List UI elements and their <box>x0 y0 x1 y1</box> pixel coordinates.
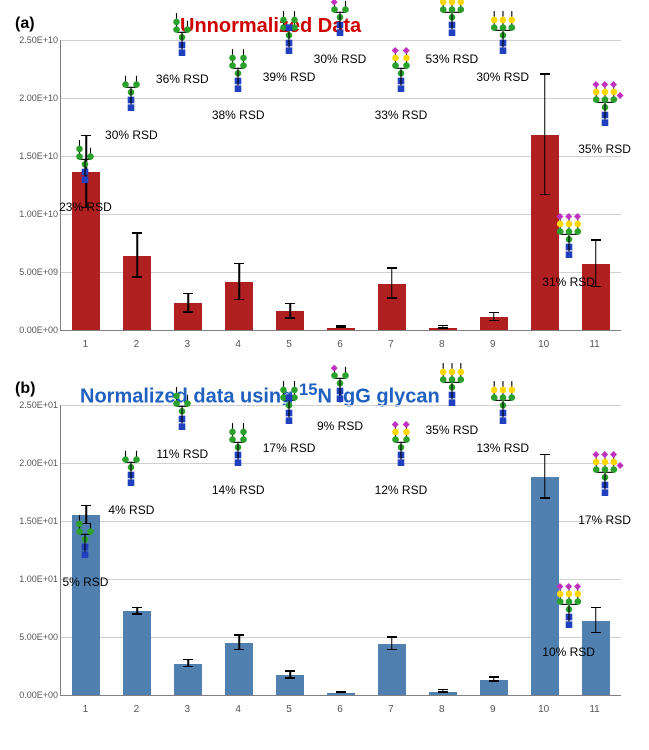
glycan-structure <box>390 37 412 92</box>
rsd-label: 36% RSD <box>156 72 209 86</box>
rsd-label: 23% RSD <box>59 200 112 214</box>
glycan-structure <box>590 441 620 496</box>
y-tick: 2.00E+10 <box>19 93 58 103</box>
rsd-label: 17% RSD <box>578 513 631 527</box>
panel-label: (b) <box>15 380 35 398</box>
x-tick: 4 <box>235 339 241 350</box>
chart-area <box>60 40 621 331</box>
glycan-structure <box>437 0 467 36</box>
glycan-structure <box>120 431 142 486</box>
bar <box>225 643 253 695</box>
x-tick: 7 <box>388 339 394 350</box>
x-tick: 8 <box>439 339 445 350</box>
glycan-structure <box>554 573 584 628</box>
chart-area <box>60 405 621 696</box>
rsd-label: 39% RSD <box>263 70 316 84</box>
rsd-label: 11% RSD <box>156 447 208 461</box>
rsd-label: 35% RSD <box>578 142 631 156</box>
rsd-label: 33% RSD <box>375 108 428 122</box>
glycan-structure <box>278 369 300 424</box>
x-tick: 5 <box>286 339 292 350</box>
rsd-label: 38% RSD <box>212 108 265 122</box>
x-tick: 3 <box>184 704 190 715</box>
glycan-structure <box>329 347 351 402</box>
bar <box>123 611 151 695</box>
panel-a: (a)Unnormalized Data0.00E+005.00E+091.00… <box>10 10 630 365</box>
x-tick: 7 <box>388 704 394 715</box>
x-tick: 8 <box>439 704 445 715</box>
glycan-structure <box>120 56 142 111</box>
y-tick: 2.50E+10 <box>19 35 58 45</box>
rsd-label: 17% RSD <box>263 441 316 455</box>
x-tick: 6 <box>337 704 343 715</box>
rsd-label: 30% RSD <box>105 128 158 142</box>
y-tick: 2.00E+01 <box>19 458 58 468</box>
y-tick: 1.50E+01 <box>19 516 58 526</box>
rsd-label: 5% RSD <box>62 575 108 589</box>
bar <box>378 644 406 695</box>
y-tick: 5.00E+00 <box>19 632 58 642</box>
panel-b: (b)Normalized data using 15N IgG glycan0… <box>10 375 630 730</box>
bar <box>174 664 202 695</box>
x-tick: 3 <box>184 339 190 350</box>
glycan-structure <box>554 203 584 258</box>
glycan-structure <box>74 128 96 183</box>
y-tick: 0.00E+00 <box>19 690 58 700</box>
x-tick: 9 <box>490 704 496 715</box>
y-tick: 5.00E+09 <box>19 267 58 277</box>
y-tick: 1.50E+10 <box>19 151 58 161</box>
glycan-structure <box>171 1 193 56</box>
glycan-structure <box>488 369 518 424</box>
x-tick: 2 <box>134 704 140 715</box>
x-tick: 10 <box>538 339 549 350</box>
glycan-structure <box>590 71 620 126</box>
panel-label: (a) <box>15 15 35 33</box>
rsd-label: 31% RSD <box>542 275 595 289</box>
y-tick: 1.00E+01 <box>19 574 58 584</box>
x-tick: 10 <box>538 704 549 715</box>
x-tick: 11 <box>589 704 599 715</box>
rsd-label: 53% RSD <box>425 52 478 66</box>
glycan-structure <box>171 375 193 430</box>
bar <box>480 680 508 695</box>
rsd-label: 30% RSD <box>314 52 367 66</box>
rsd-label: 9% RSD <box>317 419 363 433</box>
rsd-label: 13% RSD <box>476 441 529 455</box>
rsd-label: 35% RSD <box>425 423 478 437</box>
bar <box>327 693 355 695</box>
y-tick: 1.00E+10 <box>19 209 58 219</box>
glycan-structure <box>278 0 300 54</box>
y-tick: 0.00E+00 <box>19 325 58 335</box>
glycan-structure <box>437 351 467 406</box>
x-tick: 1 <box>83 339 89 350</box>
rsd-label: 10% RSD <box>542 645 595 659</box>
rsd-label: 14% RSD <box>212 483 265 497</box>
x-tick: 9 <box>490 339 496 350</box>
x-tick: 4 <box>235 704 241 715</box>
glycan-structure <box>227 411 249 466</box>
x-tick: 1 <box>83 704 89 715</box>
glycan-structure <box>488 0 518 54</box>
rsd-label: 4% RSD <box>108 503 154 517</box>
rsd-label: 30% RSD <box>476 70 529 84</box>
rsd-label: 12% RSD <box>375 483 428 497</box>
x-tick: 2 <box>134 339 140 350</box>
glycan-structure <box>329 0 351 36</box>
glycan-structure <box>390 411 412 466</box>
y-tick: 2.50E+01 <box>19 400 58 410</box>
glycan-structure <box>227 37 249 92</box>
x-tick: 5 <box>286 704 292 715</box>
glycan-structure <box>74 503 96 558</box>
x-tick: 11 <box>589 339 599 350</box>
